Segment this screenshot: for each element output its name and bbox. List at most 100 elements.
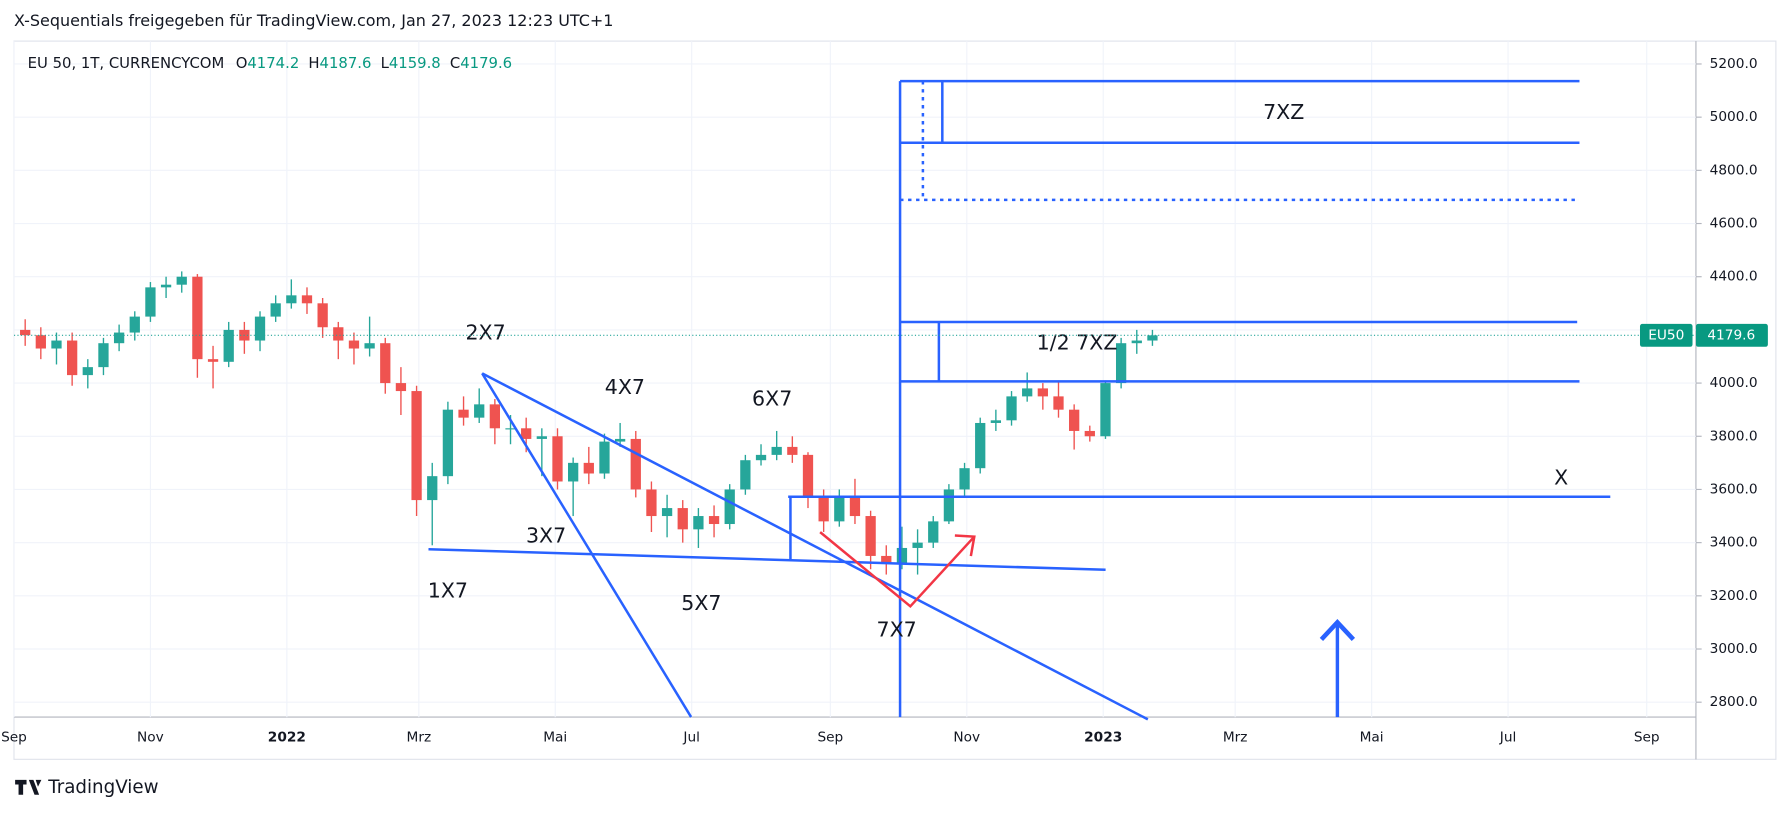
- candle-body: [1100, 383, 1111, 437]
- x-tick-label: Nov: [953, 730, 980, 746]
- candle-body: [1006, 396, 1017, 421]
- candle-body: [348, 340, 360, 349]
- x-tick-label: Nov: [137, 730, 164, 746]
- y-tick-label: 3000.0: [1710, 641, 1758, 657]
- candle-body: [364, 343, 375, 349]
- candle-body: [223, 329, 234, 362]
- candle-body: [568, 462, 579, 482]
- y-tick-label: 5200.0: [1710, 56, 1758, 72]
- x-tick-label: Jul: [1499, 730, 1517, 746]
- brand: TradingView: [15, 777, 159, 798]
- candle-body: [442, 409, 454, 477]
- candle-body: [427, 476, 438, 501]
- x-tick-label: Mrz: [1223, 730, 1248, 746]
- candle-body: [270, 303, 281, 317]
- x-tick-label: Mrz: [407, 730, 432, 746]
- candle-body: [489, 404, 501, 429]
- x-tick-label: Mai: [1360, 730, 1384, 746]
- candle-body: [661, 508, 673, 517]
- candle-body: [458, 409, 469, 418]
- annotation: 1/2 7XZ: [1037, 331, 1118, 355]
- o-value: 4174.2: [247, 55, 299, 72]
- candle-body: [724, 489, 735, 525]
- symbol: EU 50, 1T, CURRENCYCOM: [28, 55, 225, 72]
- y-tick-label: 3800.0: [1710, 428, 1758, 444]
- candle-body: [912, 542, 923, 548]
- x-tick-label: Sep: [1, 730, 27, 746]
- candle-body: [1147, 335, 1158, 341]
- candle-body: [35, 335, 46, 349]
- candle-body: [614, 438, 626, 442]
- candle-body: [755, 454, 767, 461]
- y-tick-label: 4800.0: [1710, 162, 1758, 178]
- candle-body: [317, 303, 328, 328]
- annotation: 7XZ: [1263, 100, 1304, 124]
- y-tick-label: 3200.0: [1710, 588, 1758, 604]
- annotation: 2X7: [465, 320, 505, 344]
- candle-body: [176, 276, 187, 285]
- candle-body: [333, 327, 344, 341]
- candle-body: [1037, 388, 1048, 397]
- annotation: 1X7: [428, 578, 468, 602]
- candle-body: [693, 516, 704, 530]
- frame: [13, 40, 1777, 760]
- candle-body: [82, 367, 93, 376]
- candle-body: [113, 332, 125, 344]
- c-value: 4179.6: [460, 55, 512, 72]
- y-tick-label: 4600.0: [1710, 216, 1758, 232]
- candle-body: [505, 428, 516, 430]
- price-tag-value: 4179.6: [1707, 327, 1755, 343]
- candle-body: [583, 462, 594, 474]
- candle-body: [536, 436, 547, 439]
- candle-body: [474, 404, 485, 418]
- candle-body: [98, 343, 109, 368]
- candle-body: [959, 468, 970, 490]
- x-tick-label: Mai: [543, 730, 567, 746]
- l-value: 4159.8: [389, 55, 441, 72]
- candle-body: [975, 422, 986, 469]
- x-tick-label: 2022: [268, 730, 306, 746]
- price-tag-name-bg: [1639, 323, 1693, 347]
- candle-body: [1131, 340, 1142, 344]
- price-tag-name: EU50: [1648, 327, 1684, 343]
- candle-body: [395, 383, 407, 392]
- x-tick-label: Sep: [1634, 730, 1660, 746]
- candle-body: [630, 438, 641, 490]
- candle-body: [286, 295, 297, 304]
- h-label: H: [308, 55, 319, 72]
- candle-body: [1022, 388, 1033, 397]
- candle-body: [943, 489, 955, 522]
- candle-body: [1084, 430, 1095, 437]
- c-label: C: [450, 55, 460, 72]
- legend: EU 50, 1T, CURRENCYCOM O4174.2 H4187.6 L415…: [28, 55, 512, 72]
- candle-body: [896, 547, 908, 564]
- candle-body: [990, 420, 1002, 423]
- candle-body: [834, 497, 845, 522]
- candle-body: [20, 329, 31, 336]
- candle-body: [160, 284, 172, 288]
- annotation: 6X7: [752, 387, 792, 411]
- brand-name: TradingView: [47, 777, 158, 798]
- candle-body: [771, 446, 782, 455]
- candle-body: [521, 428, 532, 439]
- l-label: L: [381, 55, 390, 72]
- candle-body: [380, 343, 391, 384]
- candle-body: [129, 316, 140, 333]
- y-tick-label: 3600.0: [1710, 481, 1758, 497]
- annotation: 4X7: [605, 375, 645, 399]
- annotation: 7X7: [877, 617, 917, 641]
- x-tick-label: Sep: [817, 730, 843, 746]
- candle-body: [552, 436, 563, 482]
- candle-body: [787, 446, 798, 455]
- price-tag-value-bg: [1695, 323, 1768, 347]
- candle-body: [849, 497, 861, 517]
- candle-body: [708, 516, 720, 525]
- candle-body: [51, 340, 62, 349]
- y-tick-label: 4400.0: [1710, 269, 1758, 285]
- drawings: [428, 79, 1611, 721]
- y-tick-label: 5000.0: [1710, 109, 1758, 125]
- y-tick-label: 2800.0: [1710, 694, 1758, 710]
- x-tick-label: 2023: [1084, 730, 1122, 746]
- candle-body: [145, 287, 156, 317]
- candle-body: [254, 316, 266, 341]
